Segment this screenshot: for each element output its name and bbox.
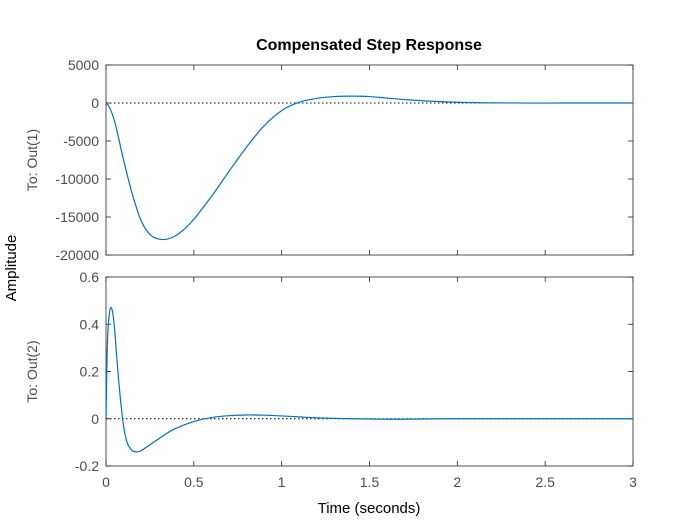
response-line-1: [105, 95, 633, 241]
y-tick-label: 0.4: [80, 316, 100, 332]
y-tick-label: -15000: [55, 209, 99, 225]
subplot-out1: 5000 0 -5000 -10000 -15000 -20000 To: Out(1): [24, 57, 634, 263]
x-tick-label: 3: [629, 474, 637, 490]
axes-box: [105, 64, 634, 256]
y-tick-label: 0: [91, 95, 99, 111]
x-tick-label: 0: [102, 474, 110, 490]
y-tick-label: -10000: [55, 171, 99, 187]
subplot-y-label: To: Out(1): [24, 129, 40, 191]
y-tick-label: 0.6: [80, 269, 100, 285]
x-tick-label: 1: [278, 474, 286, 490]
y-tick-label: 0.2: [80, 364, 100, 380]
y-tick-label: 5000: [68, 57, 99, 73]
response-line-2: [105, 307, 633, 453]
x-tick-label: 0.5: [184, 474, 204, 490]
y-tick-label: 0: [91, 411, 99, 427]
axes-box: [105, 276, 634, 467]
x-tick-label: 1.5: [360, 474, 380, 490]
y-tick-label: -0.2: [75, 458, 99, 474]
x-tick-label: 2: [453, 474, 461, 490]
x-tick-label: 2.5: [535, 474, 555, 490]
shared-y-axis-label: Amplitude: [3, 235, 20, 302]
y-tick-label: -5000: [63, 133, 99, 149]
subplot-y-label: To: Out(2): [24, 340, 40, 402]
y-tick-label: -20000: [55, 247, 99, 263]
subplot-out2: 0.60.40.20-0.20 0.5 1 1.5 2 2.5 3To: Out(2): [24, 269, 637, 490]
chart-title: Compensated Step Response: [256, 37, 482, 54]
x-axis-label: Time (seconds): [318, 500, 421, 517]
